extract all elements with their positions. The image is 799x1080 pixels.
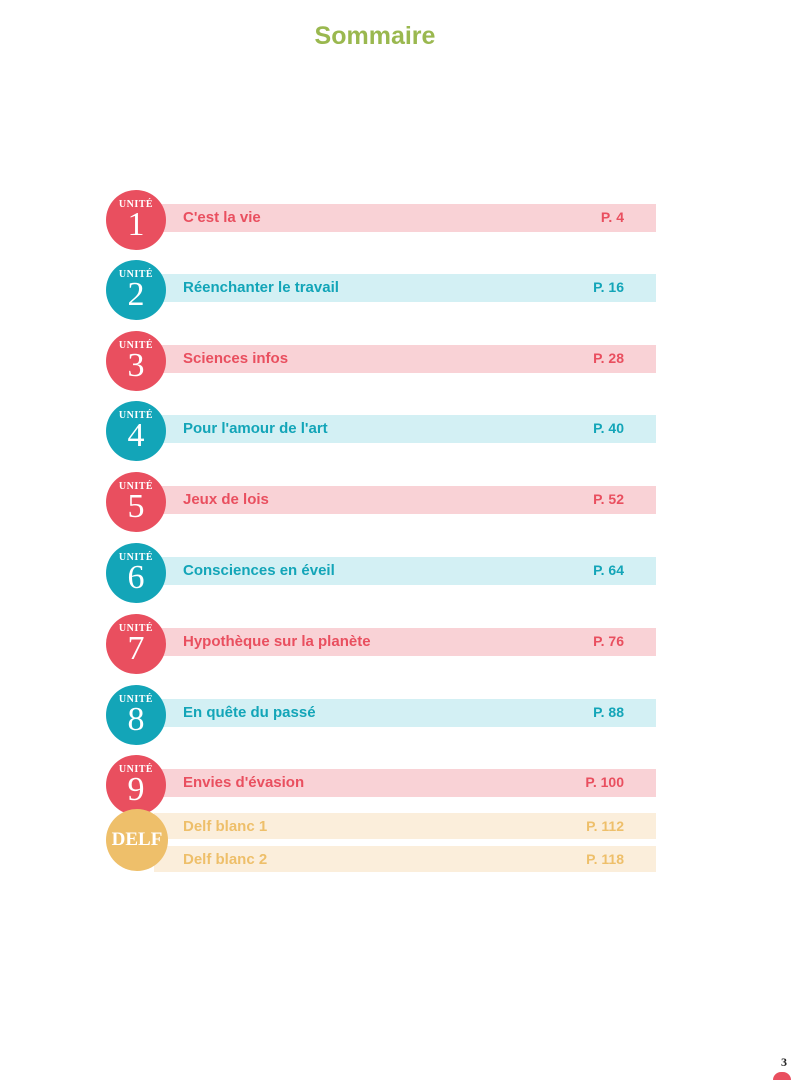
unit-bar xyxy=(154,769,656,797)
unit-row[interactable]: UNITÉ 9 Envies d'évasion P. 100 xyxy=(104,753,664,819)
unit-badge-number: 3 xyxy=(127,347,145,384)
unit-badge-number: 4 xyxy=(127,417,145,454)
unit-badge-label: UNITÉ xyxy=(118,340,154,351)
unit-badge-label: UNITÉ xyxy=(118,623,154,634)
delf-bar[interactable] xyxy=(154,846,656,872)
unit-title: Jeux de lois xyxy=(183,491,269,508)
delf-title[interactable]: Delf blanc 1 xyxy=(183,818,268,835)
unit-page: P. 4 xyxy=(600,209,624,225)
unit-bar xyxy=(154,699,656,727)
unit-row[interactable]: UNITÉ 4 Pour l'amour de l'art P. 40 xyxy=(104,399,664,465)
unit-row[interactable]: UNITÉ 2 Réenchanter le travail P. 16 xyxy=(104,258,664,324)
unit-page: P. 100 xyxy=(585,774,624,790)
unit-row[interactable]: UNITÉ 7 Hypothèque sur la planète P. 76 xyxy=(104,612,664,678)
unit-bar xyxy=(154,486,656,514)
unit-page: P. 88 xyxy=(593,704,624,720)
unit-badge-number: 8 xyxy=(127,701,145,738)
unit-badge-number: 5 xyxy=(127,488,145,525)
unit-badge: UNITÉ 6 xyxy=(106,543,166,603)
unit-badge-number: 2 xyxy=(127,276,145,313)
unit-title: Consciences en éveil xyxy=(183,562,335,579)
delf-page: P. 112 xyxy=(586,818,624,834)
unit-page: P. 64 xyxy=(593,562,624,578)
unit-bar xyxy=(154,557,656,585)
unit-badge: UNITÉ 4 xyxy=(106,401,166,461)
unit-page: P. 16 xyxy=(593,279,624,295)
unit-page: P. 76 xyxy=(593,633,624,649)
unit-bar xyxy=(154,628,656,656)
unit-badge-label: UNITÉ xyxy=(118,481,154,492)
unit-badge-label: UNITÉ xyxy=(118,764,154,775)
unit-title: C'est la vie xyxy=(183,209,261,226)
unit-bar xyxy=(154,415,656,443)
unit-badge-label: UNITÉ xyxy=(118,199,154,210)
unit-bar xyxy=(154,274,656,302)
unit-badge-number: 1 xyxy=(127,206,145,243)
unit-badge: UNITÉ 8 xyxy=(106,685,166,745)
unit-title: Réenchanter le travail xyxy=(183,279,339,296)
unit-badge: UNITÉ 2 xyxy=(106,260,166,320)
delf-section: DELF Delf blanc 1 P. 112 Delf blanc 2 P.… xyxy=(104,802,664,878)
delf-page: P. 118 xyxy=(586,851,624,867)
unit-title: Pour l'amour de l'art xyxy=(183,420,328,437)
unit-row[interactable]: UNITÉ 5 Jeux de lois P. 52 xyxy=(104,470,664,536)
unit-row[interactable]: UNITÉ 8 En quête du passé P. 88 xyxy=(104,683,664,749)
delf-badge-label: DELF xyxy=(111,829,163,850)
unit-badge-label: UNITÉ xyxy=(118,552,154,563)
unit-page: P. 28 xyxy=(593,350,624,366)
unit-badge: UNITÉ 7 xyxy=(106,614,166,674)
unit-badge: UNITÉ 1 xyxy=(106,190,166,250)
unit-badge-number: 9 xyxy=(127,771,145,808)
page-corner-tab xyxy=(773,1072,791,1080)
unit-badge: UNITÉ 5 xyxy=(106,472,166,532)
unit-row[interactable]: UNITÉ 6 Consciences en éveil P. 64 xyxy=(104,541,664,607)
unit-badge-number: 6 xyxy=(127,559,145,596)
unit-row[interactable]: UNITÉ 1 C'est la vie P. 4 xyxy=(104,188,664,254)
page-number: 3 xyxy=(781,1055,787,1069)
unit-title: Hypothèque sur la planète xyxy=(183,633,371,650)
unit-bar xyxy=(154,204,656,232)
unit-badge: UNITÉ 3 xyxy=(106,331,166,391)
unit-row[interactable]: UNITÉ 3 Sciences infos P. 28 xyxy=(104,329,664,395)
unit-badge-number: 7 xyxy=(127,630,145,667)
delf-badge: DELF xyxy=(106,809,168,871)
unit-page: P. 52 xyxy=(593,491,624,507)
unit-title: Envies d'évasion xyxy=(183,774,305,791)
unit-bar xyxy=(154,345,656,373)
unit-title: Sciences infos xyxy=(183,350,289,367)
unit-badge-label: UNITÉ xyxy=(118,410,154,421)
page-title: Sommaire xyxy=(314,22,436,50)
unit-badge-label: UNITÉ xyxy=(118,269,154,280)
unit-badge-label: UNITÉ xyxy=(118,694,154,705)
unit-title: En quête du passé xyxy=(183,704,316,721)
unit-badge: UNITÉ 9 xyxy=(106,755,166,815)
unit-page: P. 40 xyxy=(593,420,624,436)
delf-bar[interactable] xyxy=(154,813,656,839)
delf-title[interactable]: Delf blanc 2 xyxy=(183,851,268,868)
